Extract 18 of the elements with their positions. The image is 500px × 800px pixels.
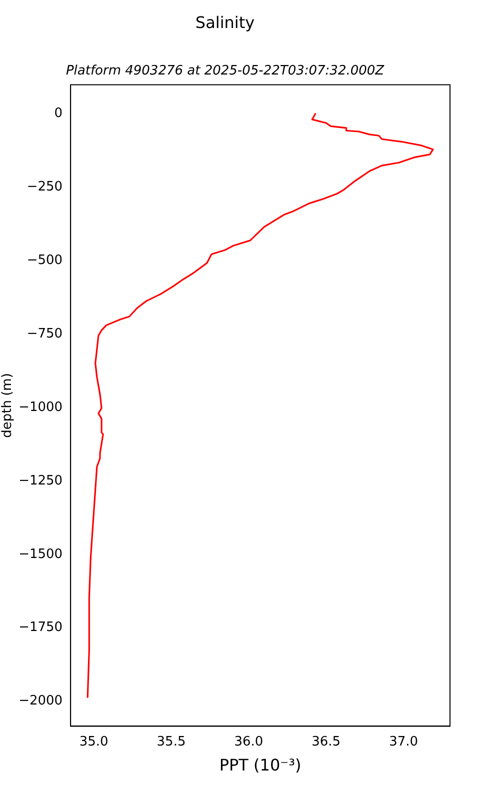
y-tick-label: −500 [26,253,63,268]
x-tick-label: 35.0 [79,734,108,750]
y-tick-label: −250 [26,180,63,195]
x-axis-title: PPT (10⁻³) [219,756,302,775]
x-tick-label: 35.5 [156,734,186,750]
y-tick-label: −1250 [18,473,63,488]
y-axis-title: depth (m) [0,373,16,438]
chart-subtitle: Platform 4903276 at 2025-05-22T03:07:32.000Z [66,63,386,78]
y-tick-label: −1750 [18,620,63,636]
y-tick-label: −2000 [18,694,63,709]
y-tick-label: −1000 [18,400,63,415]
x-tick-label: 37.0 [389,734,418,750]
chart-title: Salinity [195,12,255,32]
y-tick-label: 0 [54,106,63,122]
x-tick-label: 36.0 [234,734,264,750]
x-tick-label: 36.5 [312,734,341,750]
y-tick-label: −1500 [18,546,63,562]
y-tick-label: −750 [26,326,63,342]
